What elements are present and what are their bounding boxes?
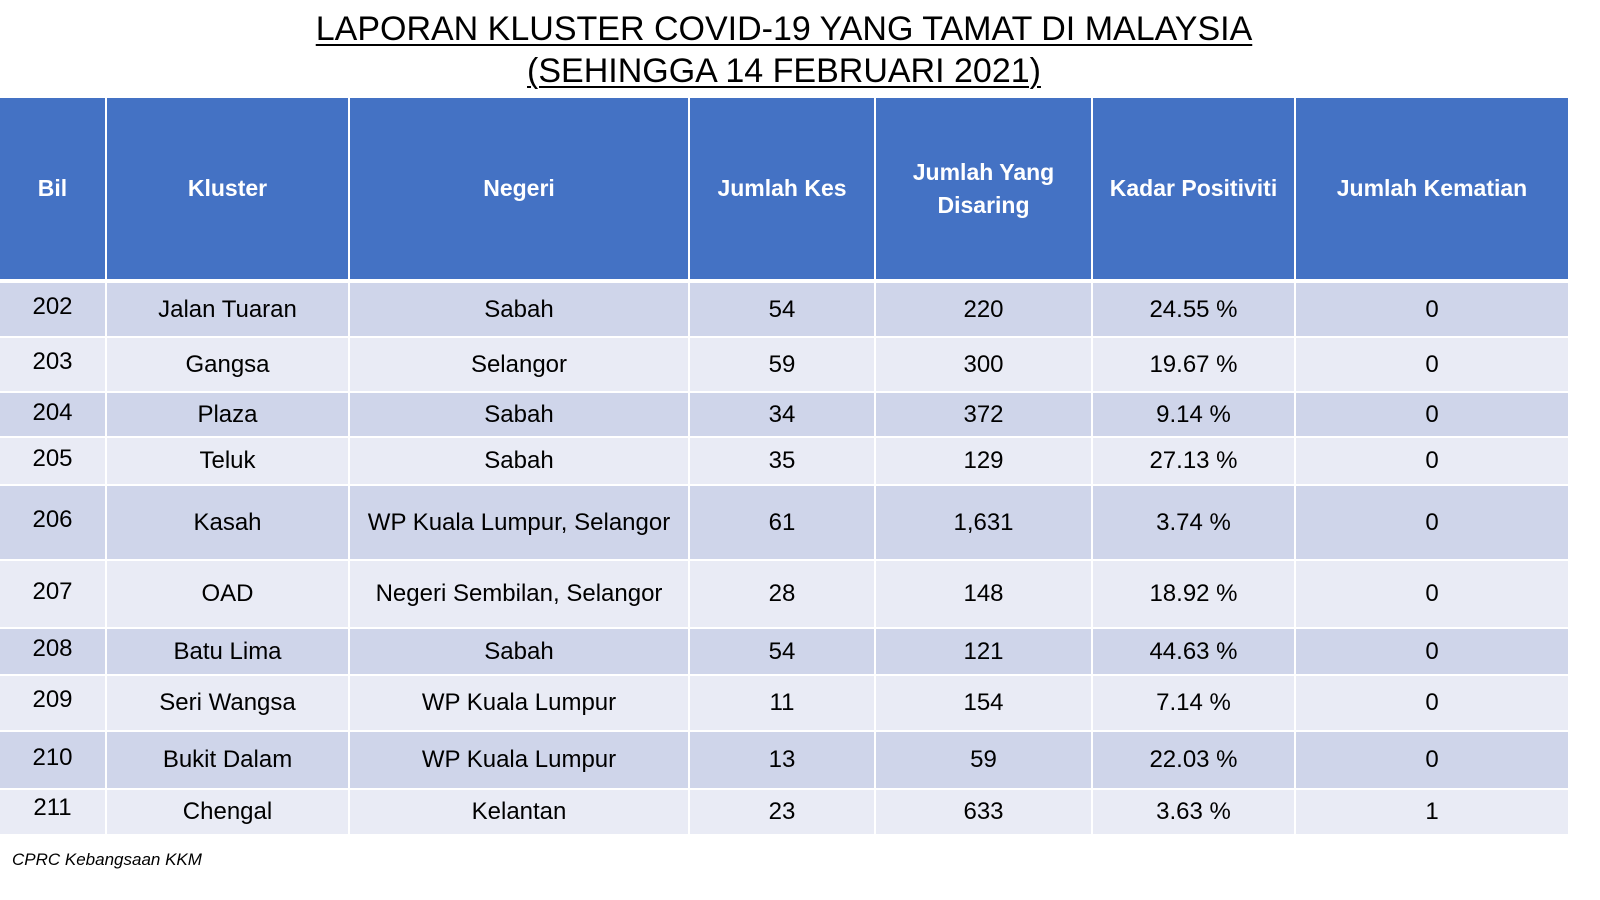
cell-jumlah-disaring: 59: [875, 731, 1093, 790]
cell-kluster: OAD: [106, 560, 350, 629]
cell-jumlah-kematian: 0: [1295, 675, 1568, 732]
cell-negeri: WP Kuala Lumpur: [349, 675, 690, 732]
cell-jumlah-kematian: 0: [1295, 337, 1568, 393]
cell-kluster: Jalan Tuaran: [106, 281, 350, 338]
cell-jumlah-kes: 61: [689, 485, 876, 561]
table-row: 209 Seri Wangsa WP Kuala Lumpur 11 154 7…: [0, 675, 1568, 732]
cell-jumlah-kes: 13: [689, 731, 876, 790]
cluster-table: Bil Kluster Negeri Jumlah Kes Jumlah Yan…: [0, 98, 1568, 836]
cell-kluster: Teluk: [106, 437, 350, 486]
cell-jumlah-disaring: 1,631: [875, 485, 1093, 561]
table-row: 206 Kasah WP Kuala Lumpur, Selangor 61 1…: [0, 485, 1568, 561]
cell-jumlah-disaring: 121: [875, 628, 1093, 676]
header-jumlah-kematian: Jumlah Kematian: [1295, 98, 1568, 283]
cell-kadar-positiviti: 3.74 %: [1092, 485, 1296, 561]
cell-kadar-positiviti: 18.92 %: [1092, 560, 1296, 629]
cell-jumlah-disaring: 129: [875, 437, 1093, 486]
cell-negeri: Selangor: [349, 337, 690, 393]
cell-kluster: Seri Wangsa: [106, 675, 350, 732]
cell-jumlah-kematian: 0: [1295, 628, 1568, 676]
cell-kadar-positiviti: 44.63 %: [1092, 628, 1296, 676]
cell-kadar-positiviti: 7.14 %: [1092, 675, 1296, 732]
source-note: CPRC Kebangsaan KKM: [12, 850, 202, 869]
header-kadar-positiviti: Kadar Positiviti: [1092, 98, 1296, 283]
cell-jumlah-kes: 54: [689, 628, 876, 676]
table-row: 210 Bukit Dalam WP Kuala Lumpur 13 59 22…: [0, 731, 1568, 790]
cell-kluster: Gangsa: [106, 337, 350, 393]
cell-jumlah-kematian: 0: [1295, 392, 1568, 438]
cell-jumlah-kematian: 1: [1295, 789, 1568, 836]
table-row: 208 Batu Lima Sabah 54 121 44.63 % 0: [0, 628, 1568, 676]
cell-kadar-positiviti: 24.55 %: [1092, 281, 1296, 338]
cell-jumlah-kes: 59: [689, 337, 876, 393]
cell-negeri: WP Kuala Lumpur: [349, 731, 690, 790]
cell-bil: 209: [0, 675, 107, 732]
table-row: 203 Gangsa Selangor 59 300 19.67 % 0: [0, 337, 1568, 393]
header-bil: Bil: [0, 98, 107, 283]
cell-bil: 205: [0, 437, 107, 486]
cell-kadar-positiviti: 22.03 %: [1092, 731, 1296, 790]
cell-jumlah-kes: 28: [689, 560, 876, 629]
cell-jumlah-disaring: 633: [875, 789, 1093, 836]
cell-jumlah-kematian: 0: [1295, 437, 1568, 486]
cell-jumlah-kes: 34: [689, 392, 876, 438]
table-row: 202 Jalan Tuaran Sabah 54 220 24.55 % 0: [0, 281, 1568, 338]
table-row: 207 OAD Negeri Sembilan, Selangor 28 148…: [0, 560, 1568, 629]
report-title-line-2: (SEHINGGA 14 FEBRUARI 2021): [527, 52, 1041, 90]
cell-jumlah-disaring: 154: [875, 675, 1093, 732]
cell-bil: 211: [0, 789, 107, 836]
table-row: 204 Plaza Sabah 34 372 9.14 % 0: [0, 392, 1568, 438]
cell-kadar-positiviti: 19.67 %: [1092, 337, 1296, 393]
report-title-line-1: LAPORAN KLUSTER COVID-19 YANG TAMAT DI M…: [315, 10, 1253, 48]
cell-jumlah-kematian: 0: [1295, 281, 1568, 338]
cell-negeri: WP Kuala Lumpur, Selangor: [349, 485, 690, 561]
cell-jumlah-kes: 11: [689, 675, 876, 732]
cell-negeri: Sabah: [349, 628, 690, 676]
cell-jumlah-disaring: 300: [875, 337, 1093, 393]
cell-kluster: Plaza: [106, 392, 350, 438]
cell-negeri: Sabah: [349, 281, 690, 338]
cell-bil: 204: [0, 392, 107, 438]
cell-bil: 202: [0, 281, 107, 338]
cell-kluster: Bukit Dalam: [106, 731, 350, 790]
report-title: LAPORAN KLUSTER COVID-19 YANG TAMAT DI M…: [0, 8, 1568, 92]
cell-jumlah-kes: 23: [689, 789, 876, 836]
cell-jumlah-disaring: 220: [875, 281, 1093, 338]
cell-jumlah-disaring: 372: [875, 392, 1093, 438]
cell-jumlah-kes: 54: [689, 281, 876, 338]
table-row: 205 Teluk Sabah 35 129 27.13 % 0: [0, 437, 1568, 486]
header-kluster: Kluster: [106, 98, 350, 283]
cell-bil: 208: [0, 628, 107, 676]
cell-kadar-positiviti: 3.63 %: [1092, 789, 1296, 836]
cell-kluster: Batu Lima: [106, 628, 350, 676]
cell-jumlah-kematian: 0: [1295, 731, 1568, 790]
cell-bil: 207: [0, 560, 107, 629]
table-header-row: Bil Kluster Negeri Jumlah Kes Jumlah Yan…: [0, 98, 1568, 283]
cell-kluster: Chengal: [106, 789, 350, 836]
cell-bil: 206: [0, 485, 107, 561]
cell-bil: 210: [0, 731, 107, 790]
cell-jumlah-disaring: 148: [875, 560, 1093, 629]
cell-kadar-positiviti: 27.13 %: [1092, 437, 1296, 486]
cell-negeri: Sabah: [349, 392, 690, 438]
header-jumlah-kes: Jumlah Kes: [689, 98, 876, 283]
table-row: 211 Chengal Kelantan 23 633 3.63 % 1: [0, 789, 1568, 836]
header-jumlah-disaring: Jumlah Yang Disaring: [875, 98, 1093, 283]
cell-negeri: Sabah: [349, 437, 690, 486]
cell-kluster: Kasah: [106, 485, 350, 561]
cell-negeri: Kelantan: [349, 789, 690, 836]
cell-kadar-positiviti: 9.14 %: [1092, 392, 1296, 438]
header-negeri: Negeri: [349, 98, 690, 283]
cell-bil: 203: [0, 337, 107, 393]
cell-negeri: Negeri Sembilan, Selangor: [349, 560, 690, 629]
cell-jumlah-kes: 35: [689, 437, 876, 486]
cell-jumlah-kematian: 0: [1295, 560, 1568, 629]
cell-jumlah-kematian: 0: [1295, 485, 1568, 561]
